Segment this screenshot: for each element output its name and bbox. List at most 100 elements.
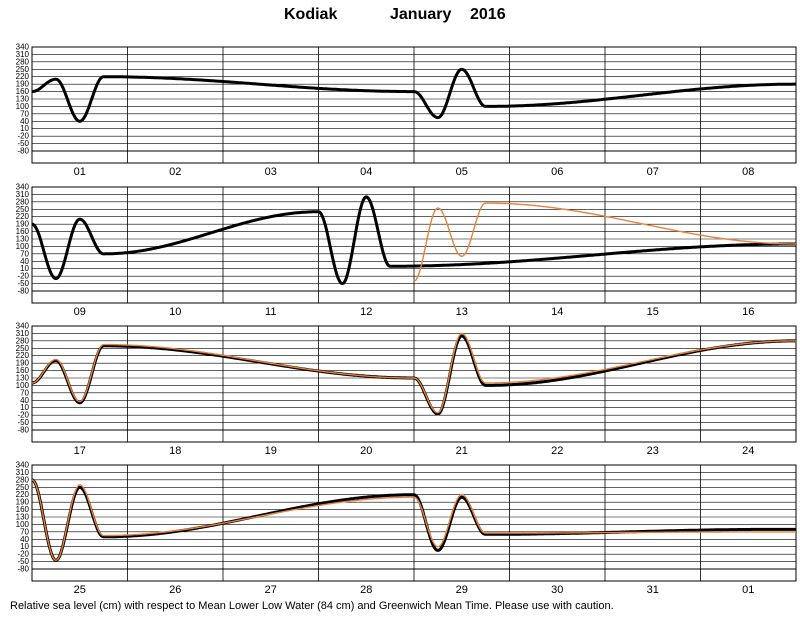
y-tick-label: 10	[20, 542, 29, 551]
y-tick-label: 130	[16, 95, 30, 104]
day-label: 28	[360, 584, 372, 596]
day-label: 08	[742, 166, 754, 178]
day-label: 30	[551, 584, 563, 596]
title-station: Kodiak	[284, 6, 338, 23]
day-label: 21	[456, 445, 468, 457]
day-label: 01	[74, 166, 86, 178]
y-tick-label: 250	[16, 205, 30, 214]
day-label: 09	[74, 306, 86, 318]
observed-line	[32, 67, 796, 123]
y-tick-label: 100	[16, 520, 30, 529]
day-label: 18	[169, 445, 181, 457]
observed-line	[32, 478, 796, 562]
predicted-line	[32, 332, 796, 414]
y-tick-label: 40	[20, 396, 29, 405]
y-tick-label: 70	[20, 109, 29, 118]
y-tick-label: 310	[16, 329, 30, 338]
day-label: 15	[647, 306, 659, 318]
y-tick-label: -80	[17, 287, 29, 296]
day-label: 07	[647, 166, 659, 178]
y-tick-label: 130	[16, 235, 30, 244]
y-tick-label: 220	[16, 212, 30, 221]
day-label: 24	[742, 445, 754, 457]
y-tick-label: -50	[17, 418, 29, 427]
y-tick-label: 310	[16, 468, 30, 477]
y-tick-label: 70	[20, 388, 29, 397]
y-tick-label: -20	[17, 132, 29, 141]
y-tick-label: 250	[16, 65, 30, 74]
y-tick-label: 280	[16, 57, 30, 66]
y-tick-label: 40	[20, 117, 29, 126]
y-tick-label: 340	[16, 183, 30, 192]
y-tick-label: -50	[17, 279, 29, 288]
y-tick-label: -20	[17, 272, 29, 281]
y-tick-label: 220	[16, 351, 30, 360]
predicted-line	[32, 479, 796, 562]
y-tick-label: -50	[17, 139, 29, 148]
y-tick-label: 220	[16, 72, 30, 81]
title-month: January	[390, 6, 452, 23]
day-label: 12	[360, 306, 372, 318]
day-label: 05	[456, 166, 468, 178]
chart-title: Kodiak January 2016	[0, 6, 800, 28]
day-label: 25	[74, 584, 86, 596]
y-tick-label: 160	[16, 227, 30, 236]
day-label: 22	[551, 445, 563, 457]
y-tick-label: 340	[16, 461, 30, 470]
day-label: 17	[74, 445, 86, 457]
y-tick-label: 70	[20, 249, 29, 258]
day-label: 16	[742, 306, 754, 318]
day-label: 20	[360, 445, 372, 457]
caption: Relative sea level (cm) with respect to …	[10, 600, 614, 612]
y-tick-label: -80	[17, 147, 29, 156]
y-tick-label: 190	[16, 80, 30, 89]
day-label: 13	[456, 306, 468, 318]
day-label: 03	[265, 166, 277, 178]
y-tick-label: 10	[20, 124, 29, 133]
y-tick-label: 100	[16, 242, 30, 251]
y-tick-label: 340	[16, 322, 30, 331]
y-tick-label: 100	[16, 381, 30, 390]
observed-line	[32, 195, 796, 286]
day-label: 14	[551, 306, 563, 318]
day-label: 29	[456, 584, 468, 596]
day-label: 26	[169, 584, 181, 596]
y-tick-label: 250	[16, 344, 30, 353]
predicted-line	[413, 202, 796, 282]
y-tick-label: 40	[20, 535, 29, 544]
day-label: 02	[169, 166, 181, 178]
panel-frame	[31, 325, 797, 443]
title-year: 2016	[470, 6, 506, 23]
y-tick-label: 310	[16, 50, 30, 59]
day-label: 10	[169, 306, 181, 318]
day-label: 23	[647, 445, 659, 457]
y-tick-label: -20	[17, 550, 29, 559]
day-label: 19	[265, 445, 277, 457]
panel-frame	[31, 46, 797, 164]
y-tick-label: 10	[20, 264, 29, 273]
y-tick-label: 310	[16, 190, 30, 199]
y-tick-label: 190	[16, 220, 30, 229]
y-tick-label: -80	[17, 565, 29, 574]
y-tick-label: 160	[16, 366, 30, 375]
y-tick-label: 250	[16, 483, 30, 492]
y-tick-label: 280	[16, 475, 30, 484]
day-label: 11	[265, 306, 276, 318]
y-tick-label: 130	[16, 513, 30, 522]
y-tick-label: 190	[16, 359, 30, 368]
day-label: 01	[742, 584, 754, 596]
panel-frame	[31, 464, 797, 582]
y-tick-label: 10	[20, 403, 29, 412]
y-tick-label: 190	[16, 498, 30, 507]
y-tick-label: -80	[17, 426, 29, 435]
day-label: 06	[551, 166, 563, 178]
y-tick-label: 220	[16, 490, 30, 499]
y-tick-label: 70	[20, 527, 29, 536]
y-tick-label: 280	[16, 336, 30, 345]
y-tick-label: -20	[17, 411, 29, 420]
y-tick-label: -50	[17, 557, 29, 566]
y-tick-label: 100	[16, 102, 30, 111]
tide-plot: -80-50-201040701001301601902202502803103…	[16, 43, 797, 596]
y-tick-label: 280	[16, 197, 30, 206]
y-tick-label: 40	[20, 257, 29, 266]
